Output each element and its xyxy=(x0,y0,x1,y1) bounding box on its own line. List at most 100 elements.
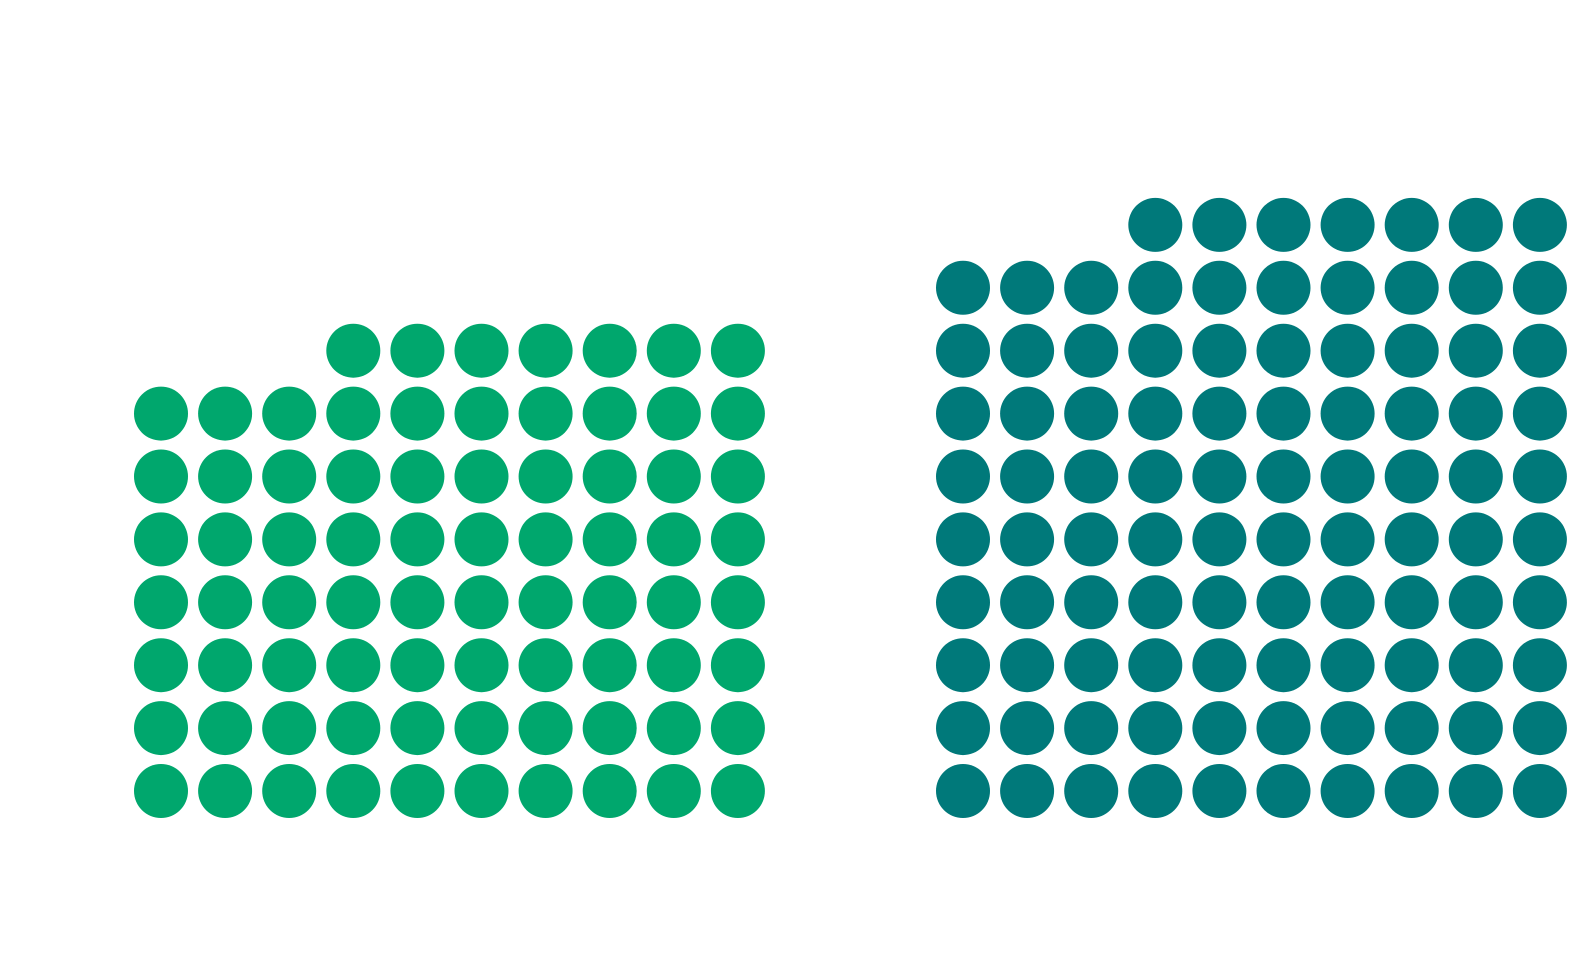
dot xyxy=(390,701,445,756)
dot xyxy=(1192,386,1247,441)
dot xyxy=(518,323,573,378)
dot xyxy=(262,386,317,441)
dot xyxy=(262,638,317,693)
dot xyxy=(1512,449,1567,504)
dot xyxy=(1128,701,1183,756)
dot xyxy=(1448,512,1503,567)
dot xyxy=(1384,386,1439,441)
dot xyxy=(1512,701,1567,756)
dot xyxy=(1192,260,1247,315)
dot xyxy=(710,701,765,756)
dot xyxy=(710,638,765,693)
dot xyxy=(582,449,637,504)
dot xyxy=(1448,575,1503,630)
dot xyxy=(198,512,253,567)
dot xyxy=(1512,512,1567,567)
dot xyxy=(1448,323,1503,378)
dot xyxy=(1000,575,1055,630)
dot xyxy=(1000,260,1055,315)
dot xyxy=(646,512,701,567)
dot xyxy=(646,449,701,504)
dot xyxy=(198,386,253,441)
dot xyxy=(134,575,188,630)
dot xyxy=(646,701,701,756)
dot xyxy=(1320,638,1375,693)
dot xyxy=(134,638,188,693)
dot xyxy=(1192,575,1247,630)
dot xyxy=(326,575,381,630)
dot xyxy=(1320,323,1375,378)
dot xyxy=(646,323,701,378)
dot xyxy=(1064,575,1119,630)
dot xyxy=(262,701,317,756)
dot xyxy=(1512,575,1567,630)
dot xyxy=(1384,323,1439,378)
dot xyxy=(1384,260,1439,315)
dot xyxy=(582,512,637,567)
dot xyxy=(1320,449,1375,504)
dot xyxy=(326,323,381,378)
dot xyxy=(326,449,381,504)
dot xyxy=(326,512,381,567)
dot xyxy=(1128,260,1183,315)
dot xyxy=(198,638,253,693)
dot xyxy=(936,764,990,818)
dot xyxy=(1384,197,1439,252)
dot xyxy=(1128,449,1183,504)
dot xyxy=(1128,638,1183,693)
dot xyxy=(1512,386,1567,441)
dot xyxy=(1000,323,1055,378)
dot xyxy=(390,512,445,567)
dot xyxy=(1384,701,1439,756)
dot xyxy=(518,701,573,756)
dot xyxy=(454,764,509,818)
dot xyxy=(262,449,317,504)
dot xyxy=(646,764,701,818)
dot-group xyxy=(134,323,765,818)
dot xyxy=(1000,449,1055,504)
dot xyxy=(1320,575,1375,630)
dot xyxy=(326,764,381,818)
dot xyxy=(1192,449,1247,504)
dot xyxy=(1384,638,1439,693)
dot xyxy=(134,386,188,441)
dot xyxy=(1064,260,1119,315)
dot xyxy=(710,449,765,504)
dot xyxy=(582,323,637,378)
dot xyxy=(518,386,573,441)
dot xyxy=(936,449,990,504)
dot xyxy=(454,512,509,567)
dot xyxy=(1064,512,1119,567)
dot xyxy=(710,764,765,818)
dot xyxy=(198,575,253,630)
dot xyxy=(582,764,637,818)
dot xyxy=(1448,701,1503,756)
dot xyxy=(1000,638,1055,693)
dot xyxy=(1320,764,1375,818)
dot xyxy=(1064,701,1119,756)
dot xyxy=(1192,701,1247,756)
dot xyxy=(134,449,188,504)
dot xyxy=(134,764,188,818)
dot xyxy=(1384,449,1439,504)
dot xyxy=(1256,260,1311,315)
dot xyxy=(1128,323,1183,378)
dot xyxy=(1192,638,1247,693)
dot xyxy=(454,386,509,441)
dot xyxy=(134,701,188,756)
dot xyxy=(646,386,701,441)
dot xyxy=(1000,764,1055,818)
dot xyxy=(262,512,317,567)
dot xyxy=(134,512,188,567)
dot xyxy=(710,512,765,567)
dot xyxy=(1256,449,1311,504)
dot xyxy=(454,575,509,630)
dot xyxy=(582,638,637,693)
dot xyxy=(1064,764,1119,818)
dot xyxy=(1320,197,1375,252)
dot xyxy=(262,575,317,630)
dot xyxy=(1256,323,1311,378)
dot xyxy=(1256,764,1311,818)
dot xyxy=(1320,386,1375,441)
